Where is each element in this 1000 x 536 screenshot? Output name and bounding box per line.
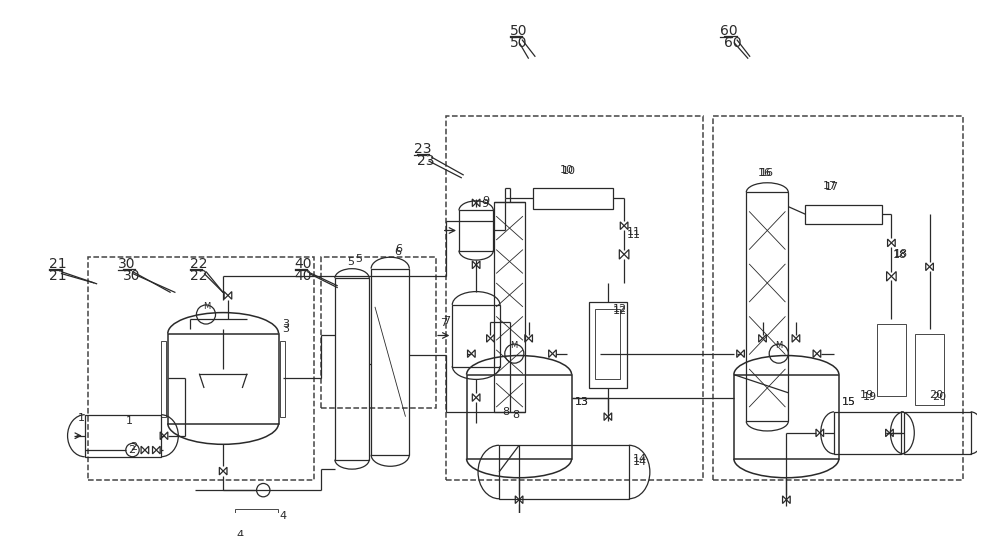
Bar [595,309,620,379]
Bar [85,415,161,457]
Text: 6: 6 [394,247,401,257]
Text: 15: 15 [842,397,856,407]
Text: 22: 22 [190,257,207,271]
Text: 15: 15 [842,397,856,407]
Text: 10: 10 [562,166,576,176]
Text: 18: 18 [893,250,907,260]
Text: 50: 50 [510,36,527,50]
Text: 13: 13 [574,397,588,407]
Text: 21: 21 [49,257,67,271]
Bar [335,278,369,459]
Text: 5: 5 [347,257,354,267]
Text: 21: 21 [49,269,67,282]
Text: 3: 3 [282,319,289,329]
Bar [467,375,572,459]
Text: M: M [511,341,518,350]
Text: 8: 8 [512,410,520,420]
Text: 17: 17 [825,182,839,192]
Text: 9: 9 [481,199,488,210]
Text: 12: 12 [613,304,627,315]
Text: 19: 19 [860,390,874,400]
Text: 23: 23 [417,154,434,168]
Bar [877,324,906,396]
Text: 30: 30 [118,257,136,271]
Text: 2: 2 [131,442,138,452]
Text: 2: 2 [128,445,135,455]
Text: 19: 19 [863,392,877,403]
Text: 1: 1 [78,413,85,423]
Bar [371,269,409,455]
Bar [280,341,285,416]
Text: M: M [203,302,210,311]
Bar [734,375,839,459]
Text: 5: 5 [355,254,362,264]
Bar [805,205,882,224]
Bar [746,192,788,421]
Text: 17: 17 [823,181,837,191]
Bar [499,445,629,498]
Text: 40: 40 [295,257,312,271]
Text: 50: 50 [510,24,527,38]
Text: 11: 11 [627,230,641,240]
Text: 4: 4 [279,511,287,520]
Text: 40: 40 [295,269,312,282]
Bar [533,188,613,209]
Bar [235,509,278,536]
Text: 3: 3 [282,324,289,333]
Bar [452,305,500,367]
Bar [459,211,493,250]
Text: 23: 23 [414,142,432,156]
Bar [321,257,436,408]
Bar [88,257,314,480]
Text: 11: 11 [627,227,641,237]
Text: 14: 14 [633,457,647,467]
Text: 18: 18 [894,249,908,259]
Bar [494,202,525,412]
Bar [168,333,279,425]
Text: 60: 60 [724,36,742,50]
Bar [446,116,703,480]
Bar [834,412,901,454]
Text: 60: 60 [720,24,737,38]
Bar [161,341,166,416]
Bar [713,116,963,480]
Text: 20: 20 [930,390,944,400]
Bar [904,412,971,454]
Text: 9: 9 [482,196,489,206]
Text: 22: 22 [190,269,207,282]
Text: 20: 20 [932,392,947,403]
Text: M: M [775,341,782,350]
Text: 7: 7 [440,318,447,328]
Text: 30: 30 [123,269,140,282]
Bar [915,333,944,405]
Text: 6: 6 [395,244,402,255]
Bar [589,302,627,388]
Text: 13: 13 [574,397,588,407]
Text: 16: 16 [758,168,772,178]
Text: 1: 1 [126,416,133,426]
Text: 14: 14 [633,455,647,464]
Text: 16: 16 [760,168,774,178]
Text: 4: 4 [237,530,244,536]
Text: 7: 7 [443,316,450,326]
Text: 12: 12 [613,307,627,316]
Text: 10: 10 [560,165,574,175]
Text: 8: 8 [502,407,509,416]
